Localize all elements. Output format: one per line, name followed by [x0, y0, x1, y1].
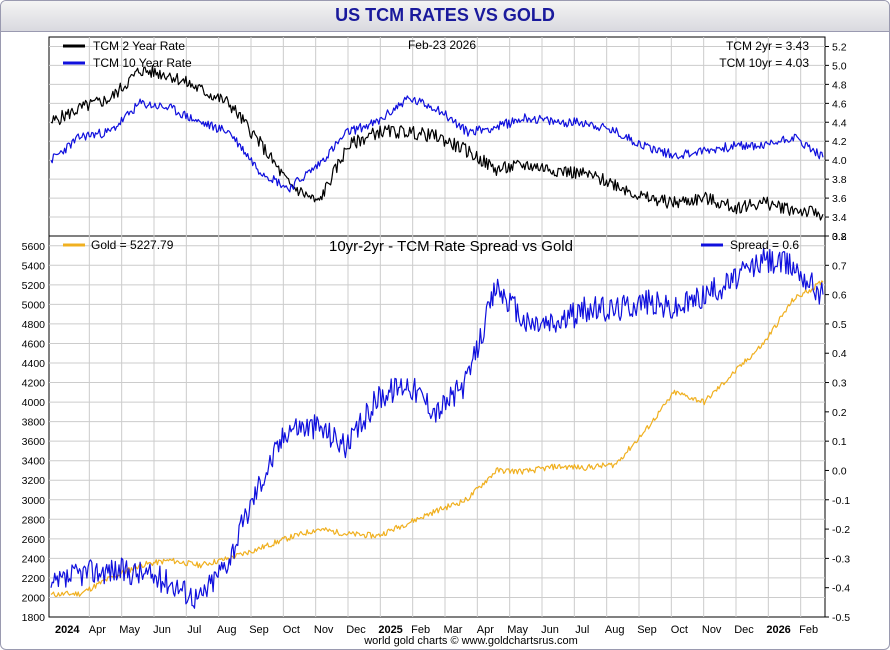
y-tick-label-top: 4.0 — [832, 155, 847, 167]
chart-date: Feb-23 2026 — [408, 38, 476, 52]
x-tick-label: Sep — [249, 624, 269, 636]
y-tick-label-top: 3.4 — [832, 212, 847, 224]
y-tick-label-right: -0.4 — [832, 583, 850, 595]
y-tick-label-right: 0.1 — [832, 436, 847, 448]
y-tick-label-left: 3000 — [22, 495, 46, 507]
y-tick-label-right: 0.3 — [832, 378, 847, 390]
y-tick-label-left: 4000 — [22, 397, 46, 409]
y-tick-label-left: 5600 — [22, 241, 46, 253]
x-tick-label: Jun — [541, 624, 559, 636]
y-tick-label-left: 5400 — [22, 260, 46, 272]
y-tick-label-right: -0.3 — [832, 553, 850, 565]
y-tick-label-left: 2200 — [22, 573, 46, 585]
y-tick-label-left: 4200 — [22, 378, 46, 390]
y-tick-label-top: 5.2 — [832, 41, 847, 53]
x-tick-label: Feb — [411, 624, 430, 636]
legend-label-spread: Spread = 0.6 — [730, 238, 799, 252]
y-tick-label-top: 4.2 — [832, 136, 847, 148]
y-tick-label-left: 2000 — [22, 592, 46, 604]
spread-line — [50, 247, 824, 609]
y-tick-label-right: -0.2 — [832, 524, 850, 536]
legend-label-tcm10: TCM 10 Year Rate — [93, 56, 192, 70]
x-tick-label: Jun — [153, 624, 171, 636]
x-tick-label: Apr — [89, 624, 106, 636]
y-tick-label-left: 2600 — [22, 534, 46, 546]
grid — [49, 37, 825, 617]
title-bar: US TCM RATES VS GOLD — [1, 1, 889, 32]
series-lines — [50, 65, 824, 609]
chart-title: US TCM RATES VS GOLD — [335, 5, 555, 25]
x-tick-label: Dec — [734, 624, 754, 636]
y-tick-label-left: 5000 — [22, 299, 46, 311]
x-tick-label: Feb — [799, 624, 818, 636]
readout-tcm2: TCM 2yr = 3.43 — [726, 39, 809, 53]
x-tick-label: May — [119, 624, 140, 636]
x-tick-label: Oct — [283, 624, 300, 636]
y-tick-label-top: 4.6 — [832, 98, 847, 110]
readout-tcm10: TCM 10yr = 4.03 — [719, 56, 809, 70]
y-tick-label-left: 3600 — [22, 436, 46, 448]
y-tick-label-top: 3.2 — [832, 231, 847, 243]
y-tick-label-right: 0.5 — [832, 319, 847, 331]
y-tick-label-top: 5.0 — [832, 60, 847, 72]
legend-label-tcm2: TCM 2 Year Rate — [93, 39, 185, 53]
y-tick-label-left: 4600 — [22, 338, 46, 350]
x-tick-label: Aug — [217, 624, 237, 636]
y-tick-label-left: 1800 — [22, 612, 46, 624]
x-tick-label: Apr — [477, 624, 494, 636]
y-tick-label-right: 0.8 — [832, 231, 847, 243]
y-tick-label-right: 0.2 — [832, 407, 847, 419]
x-tick-label: Oct — [671, 624, 688, 636]
legend-label-gold: Gold = 5227.79 — [91, 238, 174, 252]
footer-credit: world gold charts © www.goldchartsrus.co… — [363, 635, 578, 647]
chart-svg: 2024 Apr May Jun Jul Aug Sep Oct Nov Dec 2025 Feb Ma… — [22, 36, 851, 647]
x-tick-label: Aug — [605, 624, 625, 636]
y-tick-label-right: 0.7 — [832, 260, 847, 272]
x-tick-label: Mar — [444, 624, 463, 636]
plot-frames — [48, 36, 826, 618]
x-tick-label: Nov — [314, 624, 334, 636]
y-tick-label-left: 4400 — [22, 358, 46, 370]
axis-ticks: 2024 Apr May Jun Jul Aug Sep Oct Nov Dec 2025 Feb Ma… — [22, 41, 851, 636]
gold-line — [50, 280, 824, 598]
x-tick-label: Jul — [187, 624, 201, 636]
bottom-chart-title: 10yr-2yr - TCM Rate Spread vs Gold — [329, 238, 573, 255]
y-tick-label-left: 2800 — [22, 514, 46, 526]
y-tick-label-left: 3200 — [22, 475, 46, 487]
y-tick-label-left: 3400 — [22, 456, 46, 468]
y-tick-label-right: -0.1 — [832, 495, 850, 507]
x-tick-label: May — [507, 624, 528, 636]
y-tick-label-top: 4.4 — [832, 117, 847, 129]
x-tick-label: Dec — [346, 624, 366, 636]
x-tick-label: Sep — [637, 624, 657, 636]
y-tick-label-top: 3.8 — [832, 174, 847, 186]
y-tick-label-right: -0.5 — [832, 612, 850, 624]
y-tick-label-right: 0.6 — [832, 290, 847, 302]
tcm10-line — [50, 95, 824, 193]
y-tick-label-left: 4800 — [22, 319, 46, 331]
y-tick-label-right: 0.4 — [832, 348, 847, 360]
y-tick-label-left: 2400 — [22, 553, 46, 565]
tcm2-line — [50, 65, 824, 221]
x-tick-label: 2025 — [378, 624, 402, 636]
x-tick-label: Jul — [575, 624, 589, 636]
y-tick-label-top: 3.6 — [832, 193, 847, 205]
y-tick-label-left: 5200 — [22, 280, 46, 292]
x-tick-label: 2026 — [766, 624, 790, 636]
x-tick-label: Nov — [702, 624, 722, 636]
y-tick-label-top: 4.8 — [832, 79, 847, 91]
y-tick-label-left: 3800 — [22, 417, 46, 429]
y-tick-label-right: 0.0 — [832, 465, 847, 477]
x-tick-label: 2024 — [55, 624, 80, 636]
